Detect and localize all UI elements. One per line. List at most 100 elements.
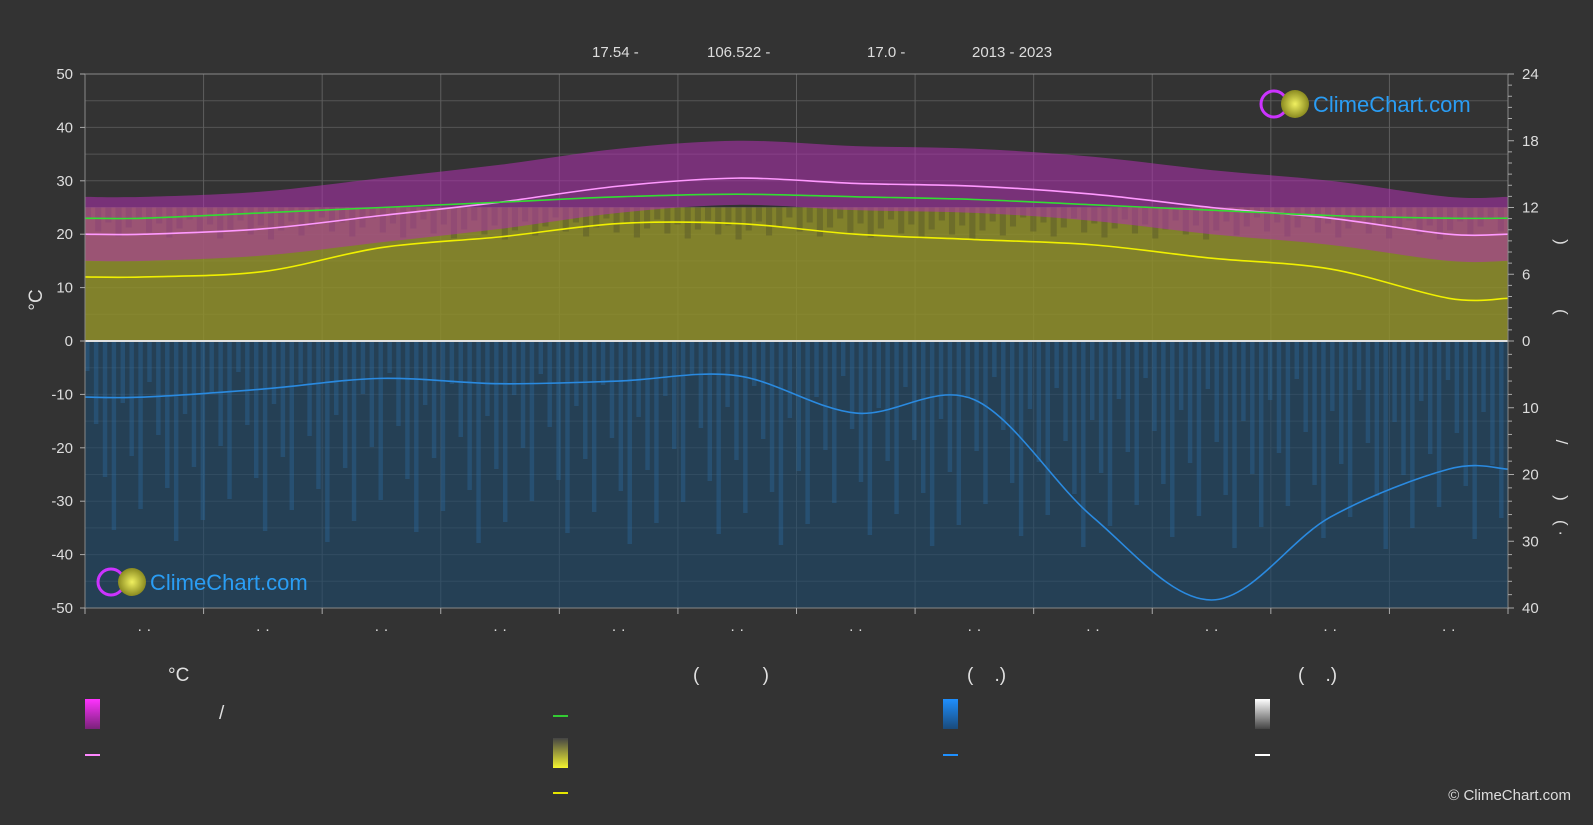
sunshine-texture	[664, 207, 671, 234]
precip-texture	[449, 341, 455, 384]
precip-texture	[556, 341, 561, 480]
precip-texture	[458, 341, 463, 437]
legend-swatch-blue-line	[943, 754, 958, 756]
precip-texture	[654, 341, 659, 523]
sunshine-texture	[654, 207, 661, 220]
precip-texture	[253, 341, 259, 478]
precip-texture	[1196, 341, 1202, 516]
precip-texture	[1116, 341, 1122, 399]
precip-texture	[494, 341, 499, 469]
sunshine-texture	[826, 207, 834, 228]
precip-texture	[1205, 341, 1211, 389]
precip-texture	[1089, 341, 1095, 420]
precip-texture	[680, 341, 686, 502]
precip-texture	[262, 341, 268, 531]
right-axis-label-bottom2: )	[1552, 495, 1571, 501]
precip-texture	[342, 341, 348, 468]
sunshine-texture	[694, 207, 701, 230]
precip-texture	[938, 341, 944, 419]
sunshine-texture	[928, 207, 935, 230]
sunshine-texture	[816, 207, 823, 237]
precip-texture	[858, 341, 864, 482]
precip-texture	[1339, 341, 1344, 464]
precip-texture	[1001, 341, 1006, 430]
legend-swatch-green-line	[553, 715, 568, 717]
precip-texture	[1499, 341, 1504, 518]
sunshine-texture	[898, 207, 905, 234]
sunshine-texture	[1009, 207, 1017, 227]
precip-texture	[1214, 341, 1219, 442]
precip-texture	[965, 341, 970, 398]
legend-col1-row1-text: /	[219, 703, 225, 724]
left-tick-label: -30	[51, 493, 73, 510]
sunshine-texture	[908, 207, 915, 225]
month-tick-label: · ·	[849, 621, 863, 638]
legend-swatch-pink-line	[85, 754, 100, 756]
precip-texture	[689, 341, 695, 375]
copyright-text: © ClimeChart.com	[1448, 787, 1571, 804]
daylight-line	[84, 193, 1509, 220]
precip-texture	[1063, 341, 1068, 441]
right-top-tick-label: 6	[1522, 266, 1530, 283]
sunshine-texture	[776, 207, 783, 227]
sunshine-texture	[989, 207, 996, 222]
precip-texture	[716, 341, 721, 534]
precip-texture	[538, 341, 544, 374]
right-axis-label-bottom: /	[1552, 440, 1571, 445]
month-tick-label: · ·	[612, 621, 626, 638]
precip-texture	[396, 341, 401, 426]
right-bottom-tick-label: 20	[1522, 467, 1539, 484]
sunshine-texture	[705, 207, 712, 221]
sunshine-texture	[613, 207, 620, 233]
legend-swatch-white-line	[1255, 754, 1270, 756]
header-lon: 106.522 -	[707, 44, 770, 61]
sunshine-texture	[786, 207, 793, 218]
precip-texture	[956, 341, 962, 525]
precip-texture	[1072, 341, 1077, 494]
precip-texture	[707, 341, 713, 481]
precip-texture	[431, 341, 437, 458]
precip-texture	[1258, 341, 1264, 527]
sunshine-texture	[969, 207, 976, 240]
header-lat: 17.54 -	[592, 44, 639, 61]
precip-texture	[1427, 341, 1433, 454]
precip-texture	[111, 341, 117, 530]
sunshine-texture	[867, 207, 874, 238]
precip-texture	[360, 341, 366, 394]
precip-texture	[1410, 341, 1415, 528]
precip-texture	[814, 341, 819, 397]
left-tick-label: -40	[51, 547, 73, 564]
month-tick-label: · ·	[1442, 621, 1456, 638]
precip-texture	[1187, 341, 1193, 463]
sunshine-texture	[837, 207, 844, 219]
precip-texture	[1463, 341, 1468, 486]
precip-texture	[752, 341, 757, 386]
precip-texture	[1285, 341, 1291, 506]
precip-texture	[1107, 341, 1113, 526]
precip-texture	[867, 341, 873, 535]
precip-texture	[1098, 341, 1104, 473]
month-tick-label: · ·	[1086, 621, 1100, 638]
precip-texture	[992, 341, 997, 377]
precip-texture	[947, 341, 953, 472]
precip-texture	[894, 341, 899, 514]
precip-texture	[583, 341, 588, 459]
precip-texture	[1125, 341, 1131, 452]
right-top-tick-label: 12	[1522, 200, 1539, 217]
legend-swatch-yellow-range	[553, 738, 568, 768]
precip-texture	[93, 341, 99, 424]
sunshine-texture	[847, 207, 854, 233]
precip-texture	[289, 341, 295, 510]
left-tick-label: 0	[65, 333, 73, 350]
sunshine-texture	[938, 207, 945, 221]
precip-texture	[520, 341, 526, 448]
precip-texture	[618, 341, 624, 491]
temp-range-band	[85, 140, 1508, 263]
left-tick-label: -10	[51, 386, 73, 403]
right-axis-label-top2: (	[1552, 309, 1571, 315]
precip-texture	[476, 341, 481, 543]
sunshine-texture	[1030, 207, 1037, 232]
precip-texture	[876, 341, 881, 408]
sunshine-texture	[887, 207, 895, 220]
